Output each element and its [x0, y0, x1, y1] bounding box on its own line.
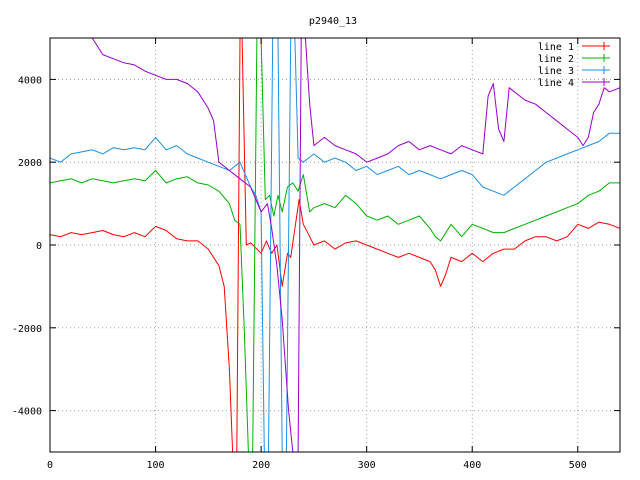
- legend-label: line 4: [538, 78, 574, 89]
- series-line-1: [50, 38, 620, 452]
- series-lines: [50, 38, 620, 452]
- x-tick-label: 100: [147, 460, 165, 471]
- axis-ticks: 0 100 200 300 400 500 -4000 -2000 0 2000 4000: [12, 38, 620, 471]
- chart-title: p2940_13: [309, 16, 357, 27]
- y-tick-label: 2000: [18, 158, 42, 169]
- x-tick-label: 400: [463, 460, 481, 471]
- x-tick-label: 200: [252, 460, 270, 471]
- series-line-2: [50, 38, 620, 452]
- y-tick-label: -2000: [12, 324, 42, 335]
- x-tick-label: 500: [569, 460, 587, 471]
- x-tick-label: 0: [47, 460, 53, 471]
- legend-label: line 1: [538, 42, 574, 53]
- x-tick-label: 300: [358, 460, 376, 471]
- y-tick-label: -4000: [12, 407, 42, 418]
- legend-label: line 2: [538, 54, 574, 65]
- legend-label: line 3: [538, 66, 574, 77]
- series-line-4: [91, 38, 620, 452]
- series-line-3: [50, 38, 620, 452]
- y-tick-label: 0: [36, 241, 42, 252]
- y-tick-label: 4000: [18, 75, 42, 86]
- grid-lines: [50, 38, 620, 452]
